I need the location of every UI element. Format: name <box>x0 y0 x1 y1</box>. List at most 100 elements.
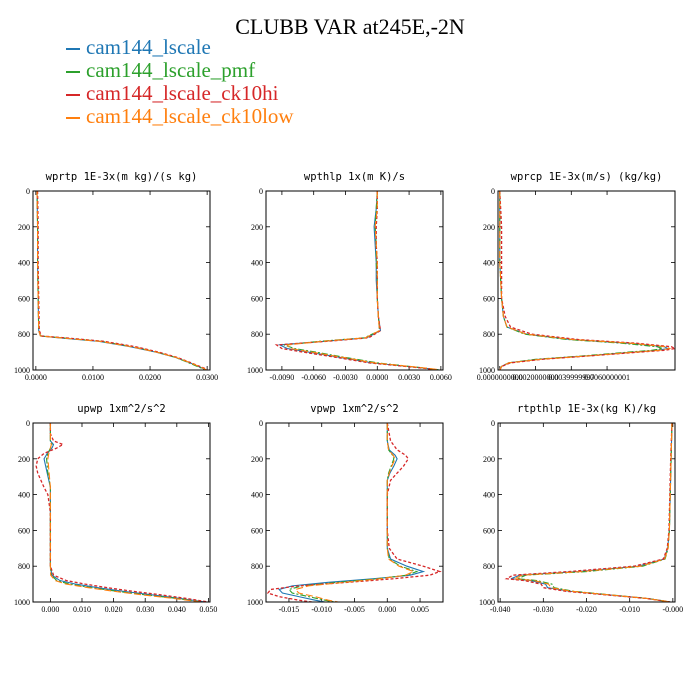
series-line-4 <box>36 191 207 370</box>
series-line-3 <box>266 423 442 602</box>
y-tick-label: 400 <box>251 491 263 500</box>
x-tick-label: -0.0060 <box>301 373 326 382</box>
series-line-1 <box>43 423 206 602</box>
panel-title: rtpthlp 1E-3x(kg K)/kg <box>517 403 656 415</box>
plot-frame <box>32 190 211 371</box>
x-tick-label: -0.0030 <box>333 373 358 382</box>
panel-title: upwp 1xm^2/s^2 <box>77 403 166 415</box>
panel-5: vpwp 1xm^2/s^2 0 200 400 600 800 1000 -0.015 -0.… <box>247 403 444 614</box>
y-tick-label: 400 <box>18 259 30 268</box>
legend-item-lscale-ck10low: cam144_lscale_ck10low <box>66 105 294 128</box>
y-tick-label: 600 <box>483 294 495 303</box>
y-tick-label: 200 <box>483 455 495 464</box>
x-tick-label: 0.010 <box>73 605 91 614</box>
y-tick-label: 0 <box>259 187 263 196</box>
x-tick-label: -0.015 <box>279 605 300 614</box>
legend-label: cam144_lscale <box>86 35 211 59</box>
plot-frame <box>265 422 444 603</box>
legend-swatch <box>66 71 80 74</box>
panel-1: wprtp 1E-3x(m kg)/(s kg) 0 200 400 600 800 100… <box>14 171 218 382</box>
y-tick-label: 1000 <box>247 598 263 607</box>
series-line-1 <box>499 191 670 370</box>
x-tick-label: 0.000 <box>41 605 59 614</box>
panel-4: upwp 1xm^2/s^2 0 200 400 600 800 1000 0.000 0.01… <box>14 403 217 614</box>
series-line-4 <box>499 191 672 370</box>
panel-6: rtpthlp 1E-3x(kg K)/kg02004006008001000-… <box>479 403 683 614</box>
y-tick-label: 800 <box>18 562 30 571</box>
y-tick-label: 800 <box>18 330 30 339</box>
y-tick-label: 400 <box>251 259 263 268</box>
series-line-2 <box>36 191 206 370</box>
plot-frame <box>497 190 676 371</box>
y-tick-label: 200 <box>251 223 263 232</box>
x-tick-label: 0.0300 <box>196 373 218 382</box>
y-tick-label: 0 <box>491 187 495 196</box>
x-tick-label: 0.030 <box>136 605 154 614</box>
legend-item-lscale-pmf: cam144_lscale_pmf <box>66 59 294 82</box>
panel-3: wprcp 1E-3x(m/s) (kg/kg) 0 200 400 600 800 100… <box>477 171 676 382</box>
legend-label: cam144_lscale_ck10hi <box>86 81 279 105</box>
y-tick-label: 0 <box>26 419 30 428</box>
x-tick-label: 0.005 <box>411 605 429 614</box>
x-tick-label: 0.020 <box>105 605 123 614</box>
series-line-2 <box>46 423 203 602</box>
y-tick-label: 600 <box>251 294 263 303</box>
y-tick-label: 1000 <box>479 598 495 607</box>
series-line-2 <box>287 423 419 602</box>
y-tick-label: 1000 <box>479 366 495 375</box>
y-tick-label: 800 <box>483 562 495 571</box>
panel-title: wpthlp 1x(m K)/s <box>304 171 405 183</box>
y-tick-label: 0 <box>491 419 495 428</box>
legend-item-lscale-ck10hi: cam144_lscale_ck10hi <box>66 82 294 105</box>
figure-title: CLUBB VAR at245E,-2N <box>235 14 465 39</box>
y-tick-label: 600 <box>483 526 495 535</box>
x-tick-label: -0.020 <box>576 605 597 614</box>
x-tick-label: 0.0000000000 <box>477 373 523 382</box>
legend-swatch <box>66 48 80 51</box>
y-tick-label: 400 <box>483 491 495 500</box>
x-tick-label: -0.005 <box>344 605 365 614</box>
y-tick-label: 200 <box>18 455 30 464</box>
x-tick-label: -0.010 <box>619 605 640 614</box>
x-tick-label: 0.0000 <box>25 373 47 382</box>
y-tick-label: 200 <box>18 223 30 232</box>
panel-2: wpthlp 1x(m K)/s 0 200 400 600 800 1000 -0.0090… <box>247 171 452 382</box>
y-tick-label: 800 <box>251 330 263 339</box>
series-line-4 <box>47 423 201 602</box>
y-tick-label: 400 <box>483 259 495 268</box>
legend-item-lscale: cam144_lscale <box>66 36 294 59</box>
x-tick-label: 0.050 <box>199 605 217 614</box>
panel-title: wprcp 1E-3x(m/s) (kg/kg) <box>511 171 663 183</box>
y-tick-label: 600 <box>251 526 263 535</box>
x-tick-label: -0.000 <box>663 605 684 614</box>
series-line-3 <box>35 423 209 602</box>
legend-label: cam144_lscale_pmf <box>86 58 256 82</box>
x-tick-label: 0.000 <box>378 605 396 614</box>
legend-label: cam144_lscale_ck10low <box>86 104 294 128</box>
series-line-2 <box>517 423 673 602</box>
x-tick-label: 0.0000 <box>366 373 388 382</box>
series-line-3 <box>36 191 208 370</box>
series-line-3 <box>499 191 675 370</box>
y-tick-label: 0 <box>26 187 30 196</box>
x-tick-label: -0.040 <box>490 605 511 614</box>
y-tick-label: 600 <box>18 294 30 303</box>
x-tick-label: -0.010 <box>311 605 332 614</box>
x-tick-label: 0.0020000000 <box>513 373 559 382</box>
series-line-4 <box>286 191 441 370</box>
legend-swatch <box>66 94 80 97</box>
series-line-4 <box>513 423 673 602</box>
y-tick-label: 600 <box>18 526 30 535</box>
x-tick-label: 0.0060000001 <box>584 373 630 382</box>
y-tick-label: 1000 <box>14 598 30 607</box>
x-tick-label: 0.0039999997 <box>548 373 594 382</box>
panel-title: vpwp 1xm^2/s^2 <box>310 403 399 415</box>
panel-title: wprtp 1E-3x(m kg)/(s kg) <box>46 171 198 183</box>
x-tick-label: -0.0090 <box>270 373 295 382</box>
plot-frame <box>497 422 676 603</box>
series-line-1 <box>278 423 426 602</box>
series-line-1 <box>36 191 207 370</box>
y-tick-label: 1000 <box>14 366 30 375</box>
x-tick-label: -0.030 <box>533 605 554 614</box>
